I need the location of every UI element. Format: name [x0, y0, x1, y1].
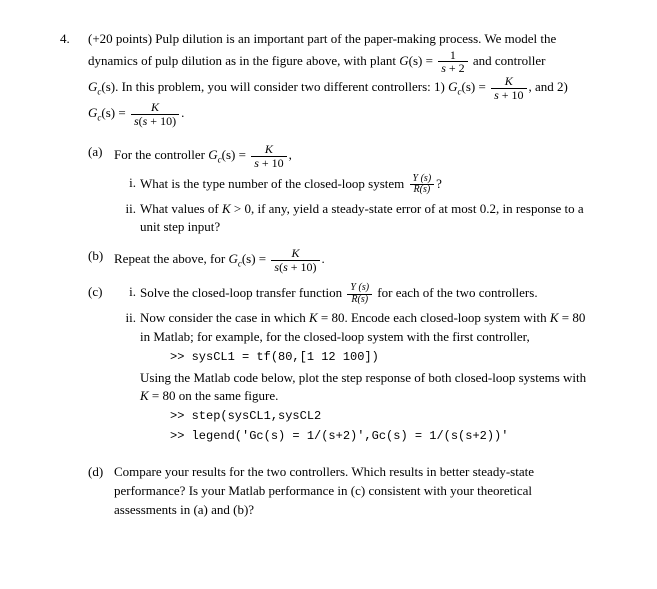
- a-i-content: What is the type number of the closed-lo…: [140, 174, 597, 196]
- c-ii-label: ii.: [114, 309, 140, 328]
- a-comma: ,: [289, 147, 292, 162]
- b-lead-text: Repeat the above, for: [114, 251, 228, 266]
- c-i-label: i.: [114, 283, 140, 302]
- c-ii-code3: >> legend('Gc(s) = 1/(s+2)',Gc(s) = 1/(s…: [170, 428, 597, 445]
- a-frac: Ks + 10: [251, 143, 286, 169]
- plant-den: s + 2: [438, 62, 467, 75]
- intro-line4: Gc(s) = Ks(s + 10).: [88, 101, 597, 127]
- c-i-den: R(s): [347, 295, 372, 306]
- c-i-frac: Y (s)R(s): [347, 283, 372, 305]
- eq-gc1: (s) =: [462, 79, 490, 94]
- part-d-label: (d): [88, 463, 114, 482]
- a-lead-text: For the controller: [114, 147, 208, 162]
- intro-2a: dynamics of pulp dilution as in the figu…: [88, 53, 399, 68]
- a-i-frac: Y (s)R(s): [410, 174, 435, 196]
- a-controller-eq: Gc(s) = Ks + 10: [208, 147, 288, 162]
- intro-line1: (+20 points) Pulp dilution is an importa…: [88, 30, 597, 49]
- part-a-content: For the controller Gc(s) = Ks + 10, i. W…: [114, 143, 597, 237]
- gc2-g: G: [88, 105, 97, 120]
- intro-line3: Gc(s). In this problem, you will conside…: [88, 75, 597, 101]
- problem-4: 4. (+20 points) Pulp dilution is an impo…: [60, 30, 597, 520]
- a-i-text-b: ?: [436, 176, 442, 191]
- intro-2b: and controller: [470, 53, 546, 68]
- controller2-eq: Gc(s) = Ks(s + 10): [88, 105, 181, 120]
- c1-den: s + 10: [491, 89, 526, 102]
- b-eq: (s) =: [242, 251, 270, 266]
- part-c-ii: ii. Now consider the case in which K = 8…: [114, 309, 597, 447]
- a-i-den: R(s): [410, 185, 435, 196]
- b-num: K: [271, 247, 319, 261]
- b-den: s(s + 10): [271, 261, 319, 274]
- c-i-content: Solve the closed-loop transfer function …: [140, 283, 597, 305]
- c-i-text-b: for each of the two controllers.: [374, 285, 538, 300]
- part-d-content: Compare your results for the two control…: [114, 463, 597, 520]
- a-ii-content: What values of K > 0, if any, yield a st…: [140, 200, 597, 238]
- a-i-text-a: What is the type number of the closed-lo…: [140, 176, 408, 191]
- eq-gc2: (s) =: [101, 105, 129, 120]
- b-frac: Ks(s + 10): [271, 247, 319, 273]
- part-b-content: Repeat the above, for Gc(s) = Ks(s + 10)…: [114, 247, 597, 273]
- part-c-content: i. Solve the closed-loop transfer functi…: [114, 283, 597, 447]
- b-controller-eq: Gc(s) = Ks(s + 10): [228, 251, 321, 266]
- a-i-label: i.: [114, 174, 140, 193]
- c-ii-line1: Now consider the case in which K = 80. E…: [140, 309, 597, 347]
- g-label: G: [399, 53, 408, 68]
- a-eq: (s) =: [222, 147, 250, 162]
- a-num: K: [251, 143, 286, 157]
- eq-gs: (s) =: [409, 53, 437, 68]
- part-b: (b) Repeat the above, for Gc(s) = Ks(s +…: [88, 247, 597, 273]
- plant-frac: 1s + 2: [438, 49, 467, 75]
- intro-line2: dynamics of pulp dilution as in the figu…: [88, 49, 597, 75]
- c1-frac: Ks + 10: [491, 75, 526, 101]
- b-period: .: [322, 251, 325, 266]
- part-c-i: i. Solve the closed-loop transfer functi…: [114, 283, 597, 305]
- problem-number: 4.: [60, 30, 88, 49]
- c2-num: K: [131, 101, 179, 115]
- gc-g: G: [88, 79, 97, 94]
- page: 4. (+20 points) Pulp dilution is an impo…: [0, 0, 657, 550]
- plant-num: 1: [438, 49, 467, 63]
- intro-3b: , and 2): [529, 79, 568, 94]
- part-a-i: i. What is the type number of the closed…: [114, 174, 597, 196]
- plant-eq: G(s) = 1s + 2: [399, 53, 469, 68]
- part-a-ii: ii. What values of K > 0, if any, yield …: [114, 200, 597, 238]
- a-ii-label: ii.: [114, 200, 140, 219]
- part-d: (d) Compare your results for the two con…: [88, 463, 597, 520]
- part-a-label: (a): [88, 143, 114, 162]
- period: .: [181, 105, 184, 120]
- c-i-text-a: Solve the closed-loop transfer function: [140, 285, 345, 300]
- part-c-label: (c): [88, 283, 114, 302]
- part-a-lead: For the controller Gc(s) = Ks + 10,: [114, 143, 597, 169]
- a-ii-text: What values of K > 0, if any, yield a st…: [140, 201, 584, 235]
- part-c: (c) i. Solve the closed-loop transfer fu…: [88, 283, 597, 447]
- part-a: (a) For the controller Gc(s) = Ks + 10, …: [88, 143, 597, 237]
- c-ii-code1: >> sysCL1 = tf(80,[1 12 100]): [170, 349, 597, 366]
- c-ii-line2: Using the Matlab code below, plot the st…: [140, 369, 597, 407]
- c2-den: s(s + 10): [131, 115, 179, 128]
- a-g: G: [208, 147, 217, 162]
- gc1-g: G: [448, 79, 457, 94]
- part-b-label: (b): [88, 247, 114, 266]
- c1-num: K: [491, 75, 526, 89]
- problem-body: (+20 points) Pulp dilution is an importa…: [88, 30, 597, 520]
- intro-3a: (s). In this problem, you will consider …: [101, 79, 448, 94]
- c-ii-content: Now consider the case in which K = 80. E…: [140, 309, 597, 447]
- controller1-eq: Gc(s) = Ks + 10: [448, 79, 528, 94]
- c-ii-code2: >> step(sysCL1,sysCL2: [170, 408, 597, 425]
- a-den: s + 10: [251, 157, 286, 170]
- b-g: G: [228, 251, 237, 266]
- c2-frac: Ks(s + 10): [131, 101, 179, 127]
